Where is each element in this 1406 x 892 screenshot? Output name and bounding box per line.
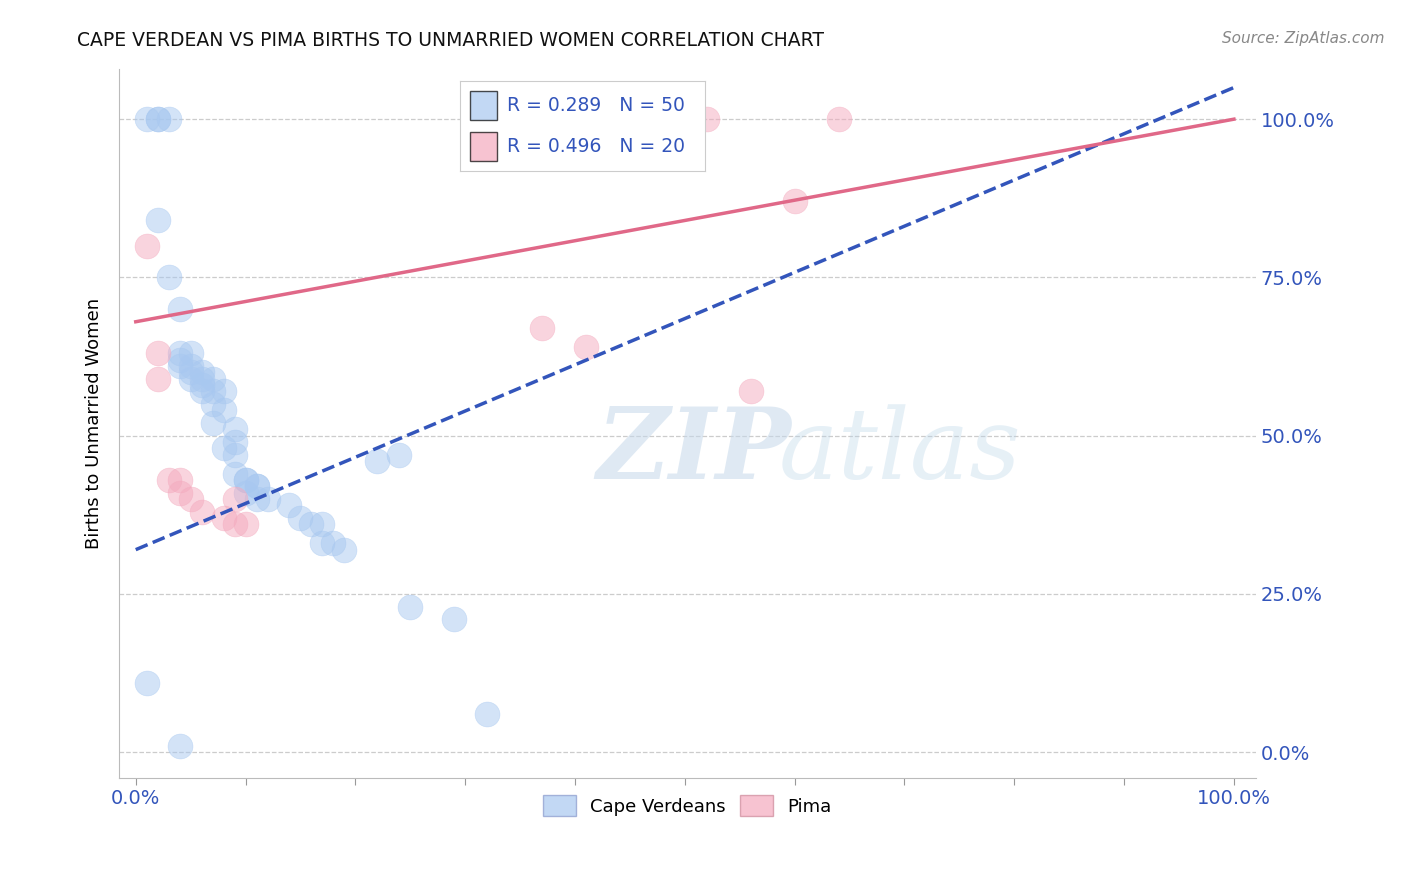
Point (245, 479, 267, 493)
Point (399, 599, 422, 614)
Point (235, 517, 257, 532)
Point (169, 352, 191, 367)
Point (224, 517, 246, 532)
Point (531, 321, 554, 335)
Point (180, 372, 202, 386)
Point (235, 473, 257, 487)
Point (783, 194, 806, 209)
Legend: Cape Verdeans, Pima: Cape Verdeans, Pima (534, 787, 841, 825)
Text: atlas: atlas (779, 404, 1021, 499)
Point (169, 739, 191, 753)
Point (224, 422, 246, 436)
Point (245, 479, 267, 493)
Point (157, 112, 180, 127)
Point (135, 675, 157, 690)
Point (575, 340, 598, 354)
Point (201, 372, 224, 386)
Point (135, 112, 157, 127)
Point (146, 112, 169, 127)
Point (146, 112, 169, 127)
Point (475, 707, 498, 722)
Point (212, 511, 235, 525)
Point (146, 372, 169, 386)
Point (224, 435, 246, 450)
Point (169, 473, 191, 487)
Point (366, 454, 388, 468)
Point (169, 359, 191, 373)
Point (333, 542, 356, 557)
Point (827, 112, 849, 127)
Point (212, 403, 235, 417)
Point (235, 485, 257, 500)
Point (190, 384, 212, 399)
Point (169, 302, 191, 317)
Point (180, 346, 202, 360)
Point (651, 112, 673, 127)
Point (224, 467, 246, 481)
Point (256, 491, 278, 506)
Text: CAPE VERDEAN VS PIMA BIRTHS TO UNMARRIED WOMEN CORRELATION CHART: CAPE VERDEAN VS PIMA BIRTHS TO UNMARRIED… (77, 31, 824, 50)
Point (388, 448, 411, 462)
Point (607, 112, 630, 127)
Point (201, 384, 224, 399)
Point (212, 384, 235, 399)
Point (224, 448, 246, 462)
Point (169, 485, 191, 500)
Point (190, 505, 212, 519)
Point (157, 473, 180, 487)
Point (443, 612, 465, 626)
Point (278, 499, 301, 513)
Point (322, 536, 344, 550)
Point (245, 491, 267, 506)
Point (190, 378, 212, 392)
Point (135, 239, 157, 253)
Point (235, 473, 257, 487)
Point (190, 365, 212, 379)
Point (201, 416, 224, 430)
Point (224, 491, 246, 506)
Point (696, 112, 718, 127)
Point (180, 359, 202, 373)
Point (201, 397, 224, 411)
Point (190, 372, 212, 386)
Text: ZIP: ZIP (596, 403, 792, 500)
Point (290, 511, 312, 525)
Point (146, 346, 169, 360)
Point (740, 384, 762, 399)
Point (311, 536, 333, 550)
Text: Source: ZipAtlas.com: Source: ZipAtlas.com (1222, 31, 1385, 46)
Point (301, 517, 323, 532)
Y-axis label: Births to Unmarried Women: Births to Unmarried Women (86, 297, 103, 549)
Point (157, 270, 180, 285)
Point (169, 346, 191, 360)
Point (212, 442, 235, 456)
Point (146, 213, 169, 227)
Point (180, 365, 202, 379)
Point (311, 517, 333, 532)
Point (180, 491, 202, 506)
